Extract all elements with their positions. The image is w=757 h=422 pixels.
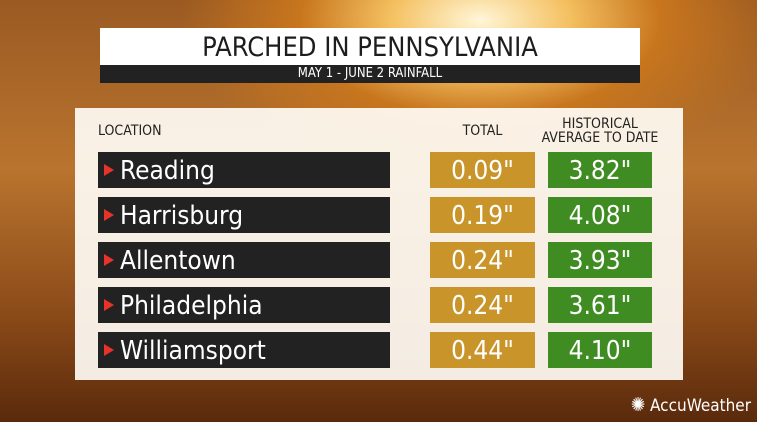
total-cell: 0.24" [430, 287, 535, 323]
total-cell: 0.19" [430, 197, 535, 233]
total-cell: 0.09" [430, 152, 535, 188]
location-cell: Harrisburg [98, 197, 390, 233]
total-cell: 0.24" [430, 242, 535, 278]
subtitle: MAY 1 - JUNE 2 RAINFALL [100, 65, 640, 83]
brand-logo: ✺ AccuWeather [631, 394, 751, 416]
title: PARCHED IN PENNSYLVANIA [100, 28, 640, 66]
location-cell: Philadelphia [98, 287, 390, 323]
column-header: HISTORICAL AVERAGE TO DATE [541, 116, 659, 146]
average-cell: 3.82" [548, 152, 652, 188]
location-cell: Allentown [98, 242, 390, 278]
brand-name: AccuWeather [650, 396, 751, 416]
location-cell: Reading [98, 152, 390, 188]
average-cell: 4.08" [548, 197, 652, 233]
location-cell: Williamsport [98, 332, 390, 368]
total-cell: 0.44" [430, 332, 535, 368]
column-header: LOCATION [98, 123, 162, 139]
average-cell: 4.10" [548, 332, 652, 368]
average-cell: 3.93" [548, 242, 652, 278]
logo-icon: ✺ [630, 394, 646, 416]
column-header: TOTAL [462, 123, 503, 139]
average-cell: 3.61" [548, 287, 652, 323]
